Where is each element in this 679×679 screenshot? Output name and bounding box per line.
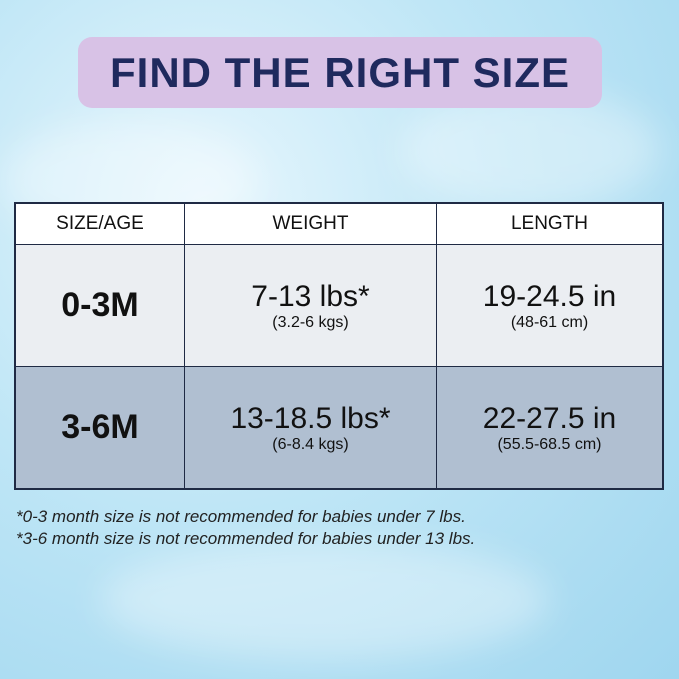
weight-cell: 13-18.5 lbs* (6-8.4 kgs) [184, 366, 437, 490]
footnote: *3-6 month size is not recommended for b… [16, 529, 476, 548]
header-weight: WEIGHT [184, 202, 437, 245]
size-cell: 3-6M [14, 366, 185, 490]
header-size-age: SIZE/AGE [14, 202, 185, 245]
size-chart-table: SIZE/AGE WEIGHT LENGTH 0-3M 7-13 lbs* (3.… [14, 202, 664, 490]
length-value: 22-27.5 in [482, 401, 617, 435]
length-value: 19-24.5 in [482, 279, 617, 313]
length-cell: 22-27.5 in (55.5-68.5 cm) [436, 366, 664, 490]
size-cell: 0-3M [14, 244, 185, 367]
footnote: *0-3 month size is not recommended for b… [16, 507, 466, 526]
table-header-row: SIZE/AGE WEIGHT LENGTH [14, 202, 664, 245]
footnotes: *0-3 month size is not recommended for b… [16, 506, 475, 550]
weight-metric: (3.2-6 kgs) [272, 313, 349, 331]
length-cell: 19-24.5 in (48-61 cm) [436, 244, 664, 367]
weight-metric: (6-8.4 kgs) [272, 435, 349, 453]
header-length: LENGTH [436, 202, 664, 245]
weight-value: 13-18.5 lbs* [230, 401, 391, 435]
table-row: 0-3M 7-13 lbs* (3.2-6 kgs) 19-24.5 in (48-… [14, 244, 664, 367]
length-metric: (55.5-68.5 cm) [497, 435, 602, 453]
cloud-decoration [100, 540, 550, 660]
cloud-decoration [400, 90, 660, 210]
length-metric: (48-61 cm) [510, 313, 589, 331]
page-title: FIND THE RIGHT SIZE [78, 37, 602, 108]
weight-cell: 7-13 lbs* (3.2-6 kgs) [184, 244, 437, 367]
table-row: 3-6M 13-18.5 lbs* (6-8.4 kgs) 22-27.5 in(… [14, 366, 664, 490]
weight-value: 7-13 lbs* [251, 279, 370, 313]
